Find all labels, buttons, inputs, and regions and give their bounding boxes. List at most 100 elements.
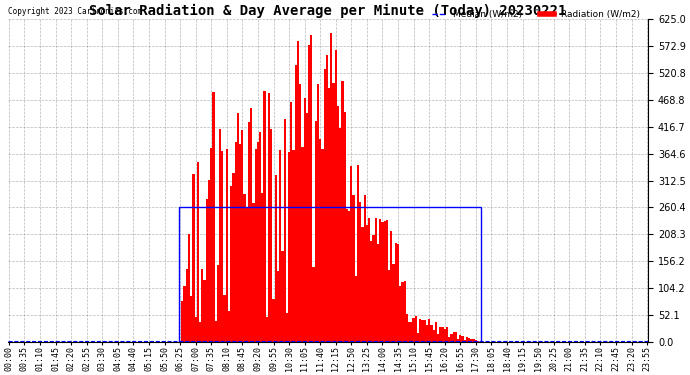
Bar [448, 338, 451, 342]
Bar [417, 333, 419, 342]
Bar [433, 330, 435, 342]
Bar [375, 219, 377, 342]
Bar [306, 113, 308, 342]
Bar [288, 152, 290, 342]
Bar [368, 218, 371, 342]
Bar [253, 203, 255, 342]
Bar [324, 69, 326, 342]
Bar [268, 93, 270, 342]
Bar [206, 199, 208, 342]
Bar [428, 319, 431, 342]
Bar [201, 269, 204, 342]
Bar [186, 270, 188, 342]
Bar [197, 162, 199, 342]
Bar [419, 318, 422, 342]
Bar [406, 314, 408, 342]
Bar [446, 327, 448, 342]
Legend: Median (W/m2), Radiation (W/m2): Median (W/m2), Radiation (W/m2) [428, 6, 644, 22]
Bar [437, 334, 439, 342]
Bar [422, 320, 424, 342]
Bar [464, 340, 466, 342]
Bar [221, 151, 224, 342]
Bar [337, 106, 339, 342]
Bar [181, 302, 184, 342]
Bar [217, 266, 219, 342]
Bar [364, 195, 366, 342]
Bar [255, 148, 257, 342]
Bar [259, 132, 262, 342]
Bar [431, 325, 433, 342]
Bar [239, 144, 241, 342]
Bar [195, 316, 197, 342]
Bar [435, 322, 437, 342]
Bar [219, 129, 221, 342]
Bar [270, 129, 273, 342]
Bar [184, 286, 186, 342]
Bar [235, 142, 237, 342]
Bar [408, 322, 411, 342]
Bar [362, 227, 364, 342]
Bar [355, 276, 357, 342]
Bar [411, 322, 413, 342]
Bar [299, 84, 302, 342]
Bar [230, 186, 233, 342]
Title: Solar Radiation & Day Average per Minute (Today) 20230221: Solar Radiation & Day Average per Minute… [89, 4, 566, 18]
Bar [266, 316, 268, 342]
Bar [275, 175, 277, 342]
Bar [326, 55, 328, 342]
Bar [277, 271, 279, 342]
Bar [315, 120, 317, 342]
Bar [199, 322, 201, 342]
Bar [348, 211, 351, 342]
Bar [310, 35, 313, 342]
Bar [366, 225, 368, 342]
Bar [379, 219, 382, 342]
Bar [190, 296, 193, 342]
Bar [346, 210, 348, 342]
Bar [302, 147, 304, 342]
Bar [466, 337, 468, 342]
Bar [224, 295, 226, 342]
Bar [393, 264, 395, 342]
Bar [308, 45, 310, 342]
Bar [351, 166, 353, 342]
Bar [442, 327, 444, 342]
Bar [304, 98, 306, 342]
Bar [468, 338, 471, 342]
Bar [359, 202, 362, 342]
Bar [357, 165, 359, 342]
Bar [342, 81, 344, 342]
Bar [319, 140, 322, 342]
Bar [451, 334, 453, 342]
Bar [439, 327, 442, 342]
Bar [335, 50, 337, 342]
Bar [415, 316, 417, 342]
Bar [477, 341, 480, 342]
Bar [402, 282, 404, 342]
Bar [297, 41, 299, 342]
Bar [404, 280, 406, 342]
Bar [210, 148, 213, 342]
Bar [228, 311, 230, 342]
Bar [279, 150, 282, 342]
Bar [226, 149, 228, 342]
Bar [284, 119, 286, 342]
Bar [293, 150, 295, 342]
Text: Copyright 2023 Cartronics.com: Copyright 2023 Cartronics.com [8, 7, 142, 16]
Bar [473, 339, 475, 342]
Bar [462, 336, 464, 342]
Bar [460, 335, 462, 342]
Bar [413, 318, 415, 342]
Bar [250, 108, 253, 342]
Bar [471, 339, 473, 342]
Bar [455, 332, 457, 342]
Bar [215, 321, 217, 342]
Bar [248, 122, 250, 342]
Bar [273, 299, 275, 342]
Bar [282, 251, 284, 342]
Bar [377, 244, 379, 342]
Bar [426, 326, 428, 342]
Bar [237, 113, 239, 342]
Bar [188, 234, 190, 342]
Bar [382, 222, 384, 342]
